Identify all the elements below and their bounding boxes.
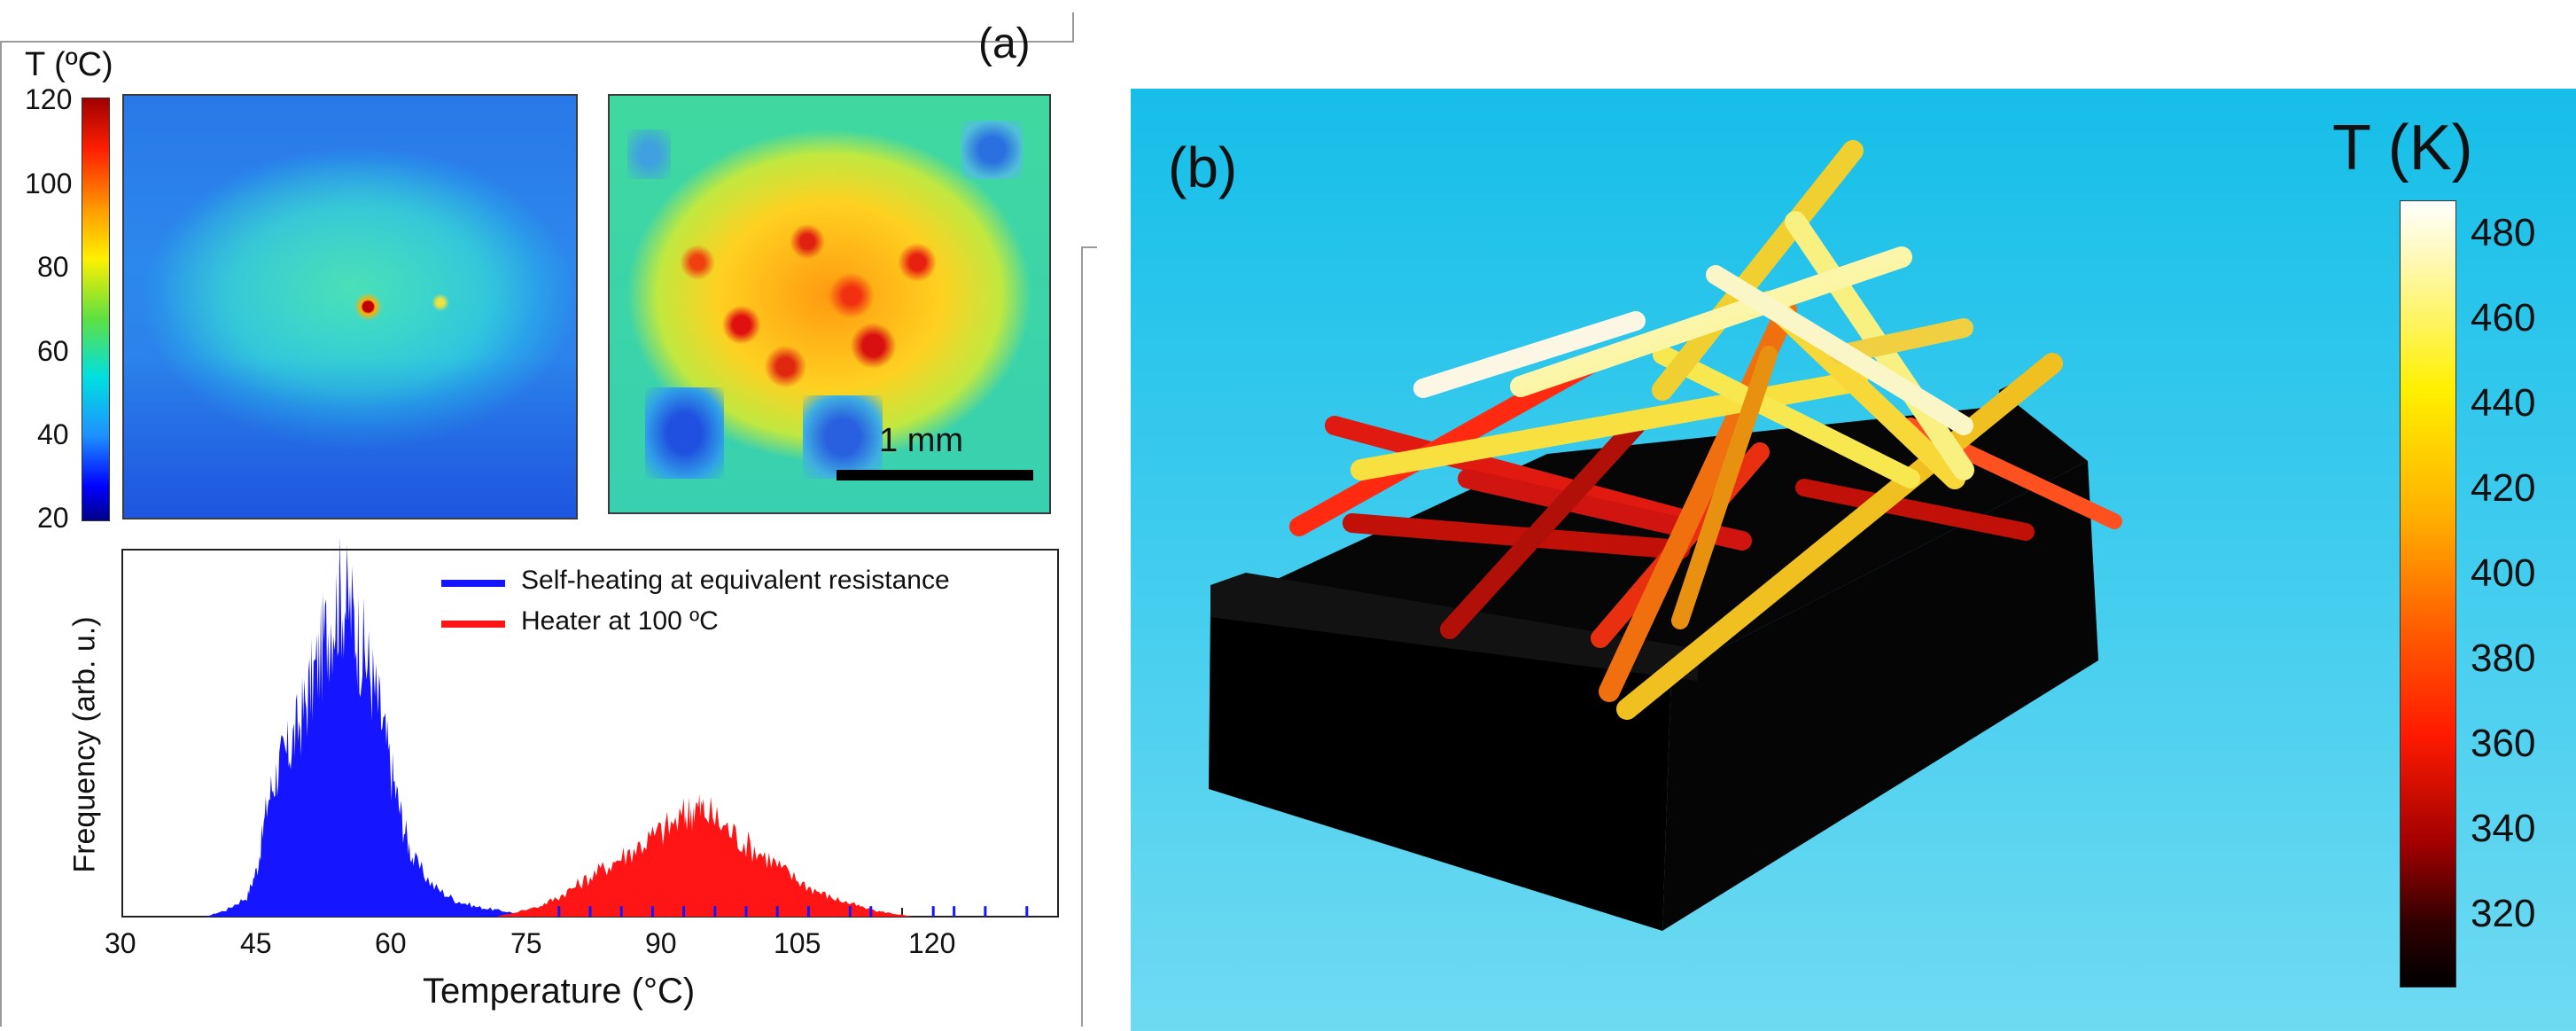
- colorbar-a-tick-40: 40: [37, 418, 69, 450]
- frame-right-tick: [1081, 246, 1097, 248]
- colorbar-b-tick-380: 380: [2471, 637, 2536, 680]
- histogram-chart: [121, 536, 1059, 918]
- xtick-60: 60: [375, 927, 407, 959]
- substrate-front: [1209, 610, 1671, 931]
- xtick-90: 90: [645, 927, 677, 959]
- panel-b-label: (b): [1168, 136, 1238, 199]
- colorbar-b: [2400, 200, 2456, 988]
- colorbar-b-tick-480: 480: [2471, 211, 2536, 254]
- panel-b: (b) T: [1131, 89, 2576, 1031]
- histogram-series-self-heating: [205, 536, 539, 917]
- colorbar-a-tick-120: 120: [25, 83, 73, 115]
- colorbar-a-tick-80: 80: [37, 251, 69, 283]
- thermal-map-heater: [608, 94, 1051, 514]
- scale-bar: [837, 470, 1033, 480]
- nanowire: [1342, 513, 1690, 559]
- xtick-30: 30: [105, 927, 136, 959]
- colorbar-b-tick-400: 400: [2471, 551, 2536, 595]
- legend-label-self-heating: Self-heating at equivalent resistance: [521, 566, 950, 595]
- xtick-75: 75: [510, 927, 542, 959]
- panel-a-label: (a): [978, 20, 1031, 67]
- scale-bar-label: 1 mm: [879, 422, 963, 459]
- colorbar-b-tick-420: 420: [2471, 466, 2536, 510]
- legend-label-heater: Heater at 100 ºC: [521, 606, 719, 636]
- thermal-map-self-heating: [122, 94, 578, 519]
- substrate-side: [1662, 461, 2098, 931]
- frame-left-line: [0, 41, 2, 1027]
- legend-swatch-self-heating: [441, 580, 505, 587]
- histogram-xlabel: Temperature (°C): [423, 972, 696, 1011]
- colorbar-a-tick-60: 60: [37, 335, 69, 367]
- xtick-105: 105: [774, 927, 821, 959]
- colorbar-b-title: T (K): [2332, 113, 2473, 184]
- nanowire: [1350, 371, 1868, 480]
- nanowire: [1795, 479, 2035, 541]
- xtick-120: 120: [908, 927, 956, 959]
- frame-right-line: [1081, 246, 1083, 1027]
- nanowire: [1652, 140, 1864, 401]
- colorbar-b-tick-340: 340: [2471, 807, 2536, 850]
- histogram-series-heater: [496, 793, 913, 917]
- nanowire: [1706, 265, 1973, 435]
- histogram-ylabel: Frequency (arb. u.): [67, 616, 102, 873]
- frame-top-line: [0, 41, 1074, 43]
- colorbar-b-tick-360: 360: [2471, 722, 2536, 765]
- nanowire: [1616, 353, 2063, 720]
- nanowire: [1440, 416, 1646, 639]
- colorbar-a: [82, 98, 110, 521]
- legend-swatch-heater: [441, 621, 505, 628]
- nanowire: [1325, 416, 1708, 533]
- colorbar-b-tick-460: 460: [2471, 296, 2536, 340]
- colorbar-b-tick-320: 320: [2471, 892, 2536, 935]
- nanowire: [1671, 346, 1778, 629]
- frame-top-right-tick: [1072, 12, 1074, 43]
- colorbar-a-title: T (ºC): [25, 46, 113, 83]
- nanowire: [1510, 246, 1912, 397]
- colorbar-b-tick-440: 440: [2471, 381, 2536, 425]
- nanowire: [1413, 311, 1646, 398]
- nanowire: [1830, 318, 1973, 364]
- nanowire: [1653, 345, 1920, 488]
- colorbar-a-tick-20: 20: [37, 502, 69, 534]
- xtick-45: 45: [240, 927, 272, 959]
- nanowire-network-3d: [1209, 140, 2122, 931]
- colorbar-a-tick-100: 100: [25, 168, 73, 199]
